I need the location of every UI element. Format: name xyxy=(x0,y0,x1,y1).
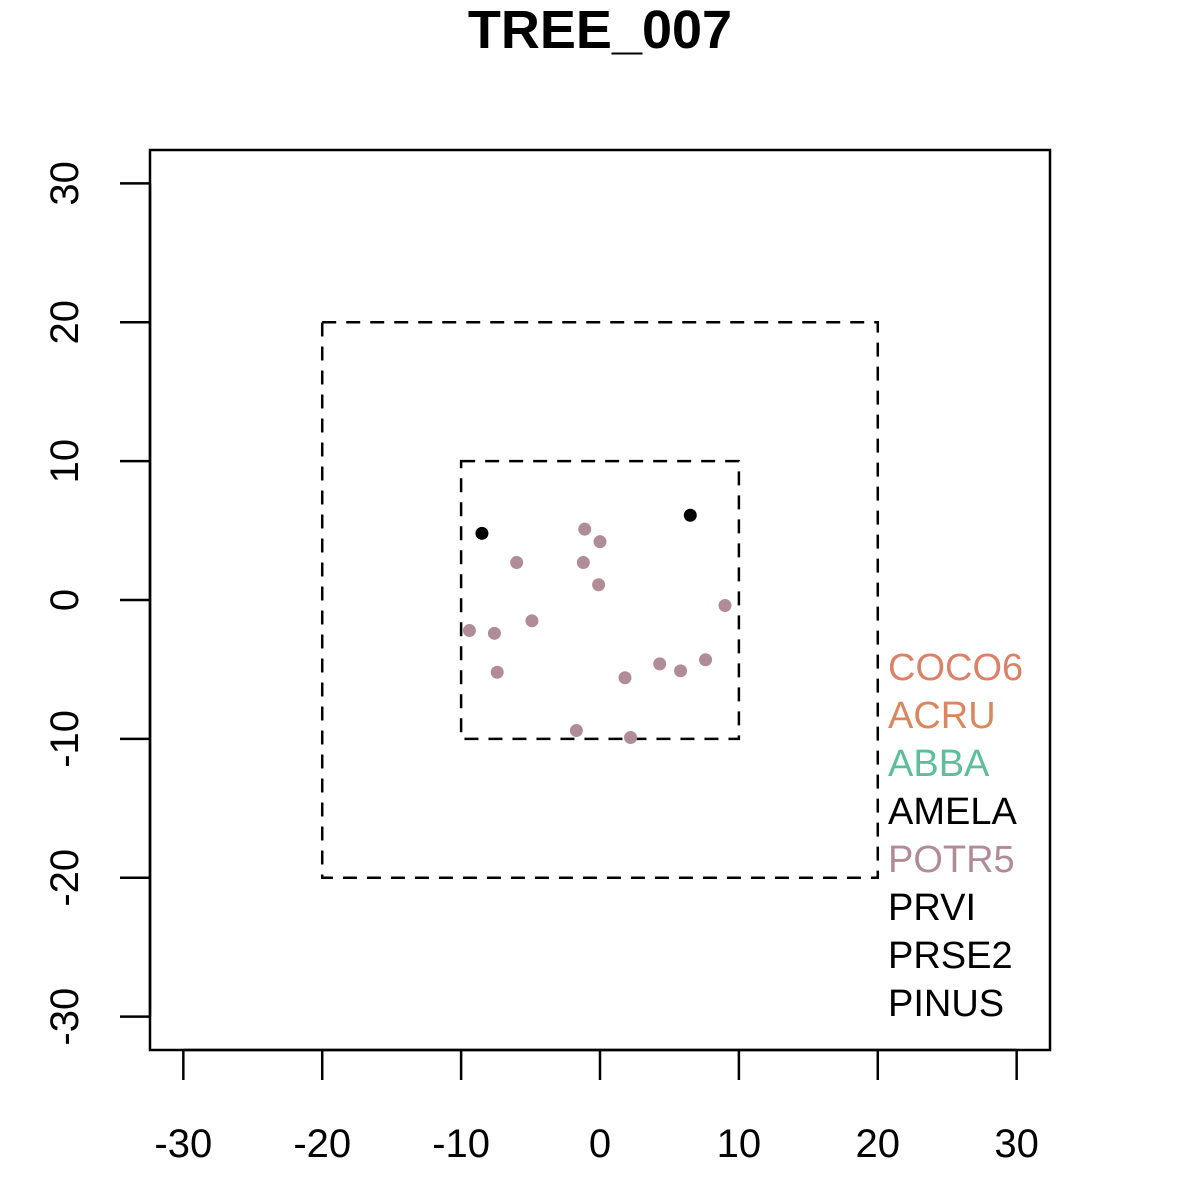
legend-entry-acru: ACRU xyxy=(888,695,996,737)
point-potr5 xyxy=(462,624,476,638)
y-tick-label: 20 xyxy=(43,300,87,345)
legend: COCO6 ACRU ABBA AMELA POTR5 PRVI PRSE2 PINUS xyxy=(888,647,1023,1025)
data-points xyxy=(462,508,732,744)
point-potr5 xyxy=(618,671,632,685)
point-potr5 xyxy=(624,731,638,744)
point-potr5 xyxy=(510,556,524,569)
legend-entry-coco6: COCO6 xyxy=(888,647,1023,689)
point-potr5 xyxy=(490,665,504,679)
y-tick-label: 10 xyxy=(43,439,87,484)
legend-entry-pinus: PINUS xyxy=(888,983,1004,1025)
x-tick-label: -10 xyxy=(432,1122,490,1166)
chart-title: TREE_007 xyxy=(468,0,732,60)
x-tick-label: -30 xyxy=(154,1122,212,1166)
legend-entry-prse2: PRSE2 xyxy=(888,935,1013,977)
x-tick-label: 30 xyxy=(994,1122,1039,1166)
point-potr5 xyxy=(653,657,667,671)
legend-entry-potr5: POTR5 xyxy=(888,839,1015,881)
point-potr5 xyxy=(674,664,688,678)
x-tick-label: -20 xyxy=(293,1122,351,1166)
point-potr5 xyxy=(718,599,732,613)
y-tick-label: -20 xyxy=(43,849,87,907)
point-potr5 xyxy=(578,522,592,536)
point-potr5 xyxy=(592,578,606,592)
y-tick-label: 30 xyxy=(43,161,87,206)
x-tick-label: 0 xyxy=(589,1122,611,1166)
x-tick-label: 10 xyxy=(717,1122,762,1166)
x-tick-label: 20 xyxy=(856,1122,901,1166)
point-potr5 xyxy=(576,556,590,569)
point-potr5 xyxy=(487,626,501,640)
dashed-box-2 xyxy=(459,459,741,741)
point-potr5 xyxy=(593,535,607,549)
y-tick-label: -30 xyxy=(43,988,87,1046)
y-axis: -30 -20 -10 0 10 20 30 xyxy=(43,161,152,1046)
y-tick-label: 0 xyxy=(43,589,87,611)
x-axis: -30 -20 -10 0 10 20 30 xyxy=(154,1048,1039,1166)
legend-entry-abba: ABBA xyxy=(888,743,990,785)
legend-entry-prvi: PRVI xyxy=(888,887,976,929)
point-amela xyxy=(683,508,697,522)
legend-entry-amela: AMELA xyxy=(888,791,1017,833)
point-potr5 xyxy=(569,724,583,738)
point-potr5 xyxy=(699,653,713,667)
point-amela xyxy=(475,526,489,540)
dashed-box-1 xyxy=(320,320,880,880)
dashed-boxes xyxy=(320,320,880,880)
y-tick-label: -10 xyxy=(43,710,87,768)
point-potr5 xyxy=(525,614,539,628)
